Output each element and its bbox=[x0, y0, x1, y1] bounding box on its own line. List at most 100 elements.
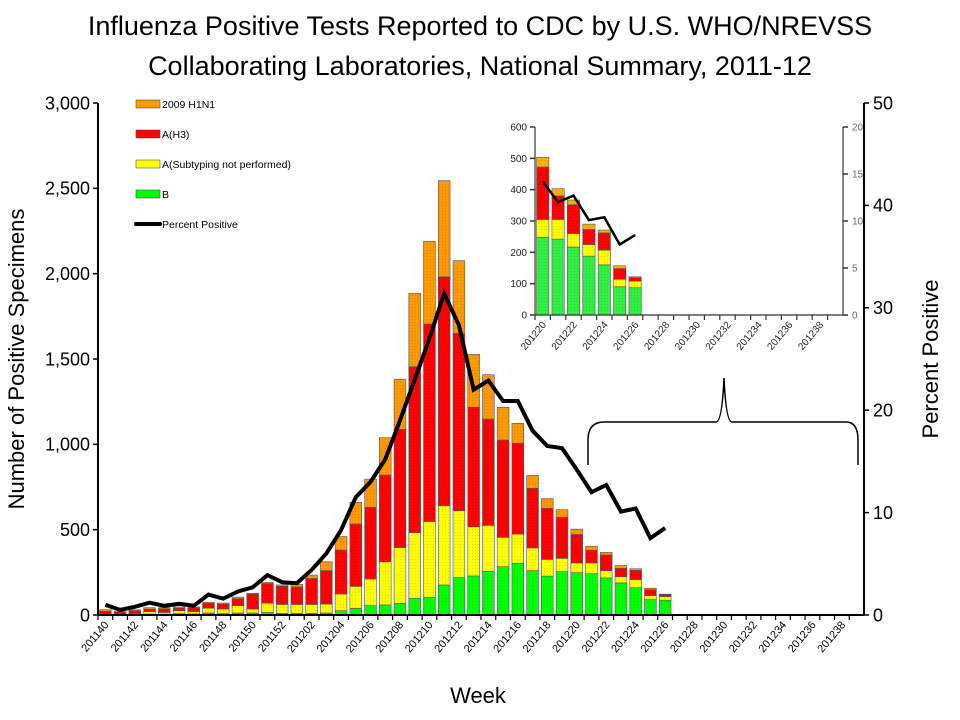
bar-texture bbox=[659, 600, 672, 615]
y2-axis-title: Percent Positive bbox=[918, 280, 943, 439]
bar-texture bbox=[541, 576, 554, 615]
y-tick-label: 1,000 bbox=[45, 435, 90, 455]
bar-texture bbox=[438, 276, 451, 506]
bar-texture bbox=[526, 547, 539, 571]
bar-texture bbox=[438, 180, 451, 277]
bar-texture bbox=[556, 558, 568, 572]
y-tick-label: 0 bbox=[80, 605, 90, 625]
bar-texture bbox=[615, 576, 627, 583]
bar-texture bbox=[246, 609, 259, 613]
x-tick-label: 201204 bbox=[315, 619, 348, 655]
bar-texture bbox=[290, 604, 303, 614]
y-axis-title: Number of Positive Specimens bbox=[4, 209, 29, 510]
bar-texture bbox=[598, 232, 611, 251]
bar-texture bbox=[379, 604, 392, 615]
bar-texture bbox=[290, 584, 303, 588]
bar-texture bbox=[349, 524, 362, 587]
x-tick-label: 201228 bbox=[642, 320, 672, 353]
bar-texture bbox=[585, 546, 598, 551]
bar-texture bbox=[305, 575, 318, 579]
legend-item: Percent Positive bbox=[134, 219, 238, 231]
bar-texture bbox=[536, 167, 549, 220]
bar-texture bbox=[202, 608, 215, 613]
bar-texture bbox=[276, 586, 289, 605]
bar-texture bbox=[598, 264, 611, 315]
x-tick-label: 201150 bbox=[227, 619, 259, 654]
bar-texture bbox=[598, 250, 611, 265]
y2-tick-label: 50 bbox=[873, 93, 893, 113]
bar-texture bbox=[364, 507, 377, 579]
bar-texture bbox=[536, 157, 549, 168]
bar-texture bbox=[408, 366, 421, 533]
bar-texture bbox=[497, 440, 509, 538]
bar-texture bbox=[556, 571, 568, 615]
bar-texture bbox=[615, 565, 627, 569]
bar-texture bbox=[511, 423, 524, 444]
legend-label: Percent Positive bbox=[162, 219, 238, 231]
legend-item: A(H3) bbox=[135, 129, 189, 141]
bar-texture bbox=[335, 610, 347, 615]
x-tick-label: 201232 bbox=[727, 619, 760, 655]
bar-texture bbox=[482, 525, 495, 572]
bar-texture bbox=[556, 517, 568, 559]
bar-texture bbox=[453, 333, 465, 511]
bar-texture bbox=[526, 488, 539, 548]
y-tick-label: 600 bbox=[510, 123, 527, 134]
bar-texture bbox=[173, 608, 185, 611]
bar-texture bbox=[394, 547, 406, 604]
bar-texture bbox=[173, 606, 185, 609]
x-tick-label: 201214 bbox=[462, 619, 495, 655]
bar-texture bbox=[628, 287, 642, 315]
bar-texture bbox=[423, 521, 436, 598]
bar-texture bbox=[99, 609, 112, 612]
bar-texture bbox=[202, 612, 215, 615]
bar-texture bbox=[217, 604, 230, 610]
bar-texture bbox=[217, 603, 230, 605]
bar-texture bbox=[613, 268, 626, 280]
main-chart: 05001,0001,5002,0002,5003,00001020304050… bbox=[45, 93, 893, 655]
bar-texture bbox=[453, 577, 465, 615]
bar-texture bbox=[497, 537, 509, 567]
bar-texture bbox=[128, 610, 141, 614]
bar-texture bbox=[261, 603, 274, 613]
x-tick-label: 201220 bbox=[550, 619, 583, 655]
bar-texture bbox=[482, 419, 495, 526]
bar-texture bbox=[644, 588, 657, 590]
bar-texture bbox=[526, 475, 539, 489]
bar-texture bbox=[628, 276, 642, 278]
x-tick-label: 201224 bbox=[581, 320, 611, 353]
bar-texture bbox=[482, 374, 495, 420]
bar-texture bbox=[276, 584, 289, 587]
bar-texture bbox=[335, 549, 347, 595]
legend-label: 2009 H1N1 bbox=[162, 99, 215, 111]
bar-texture bbox=[335, 536, 347, 550]
y-tick-label: 100 bbox=[510, 279, 527, 290]
bar-texture bbox=[128, 609, 141, 611]
bar-texture bbox=[143, 609, 156, 612]
bar-texture bbox=[613, 265, 626, 269]
x-tick-label: 201212 bbox=[432, 619, 465, 655]
bar-texture bbox=[582, 224, 596, 230]
bar-texture bbox=[644, 595, 657, 600]
bar-texture bbox=[379, 475, 392, 562]
y-tick-label: 400 bbox=[510, 185, 527, 196]
bar-texture bbox=[629, 579, 642, 588]
bar-texture bbox=[305, 578, 318, 605]
bar-texture bbox=[335, 594, 347, 611]
bar-texture bbox=[482, 571, 495, 615]
bar-texture bbox=[644, 599, 657, 615]
bar-texture bbox=[659, 594, 672, 595]
x-tick-label: 201236 bbox=[766, 320, 796, 353]
bar-texture bbox=[551, 188, 565, 196]
bar-texture bbox=[364, 605, 377, 615]
bar-texture bbox=[551, 219, 565, 240]
y-tick-label: 0 bbox=[521, 311, 527, 322]
bar-texture bbox=[615, 582, 627, 615]
bar-texture bbox=[567, 204, 580, 234]
y-tick-label: 200 bbox=[510, 248, 527, 259]
bar-texture bbox=[541, 559, 554, 577]
bar-texture bbox=[567, 247, 580, 315]
bar-texture bbox=[629, 587, 642, 615]
y2-tick-label: 10 bbox=[873, 503, 893, 523]
bar-texture bbox=[276, 604, 289, 614]
